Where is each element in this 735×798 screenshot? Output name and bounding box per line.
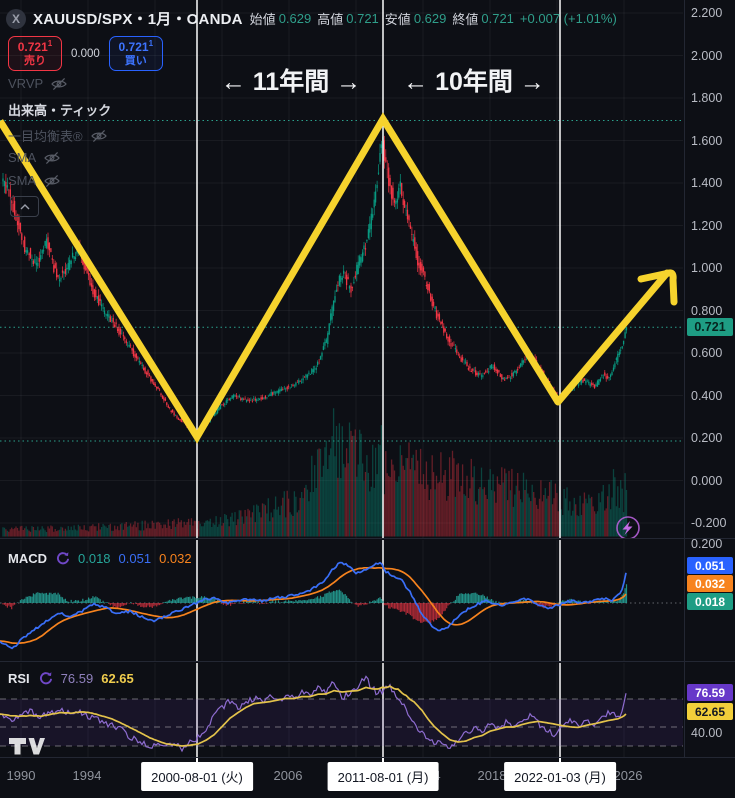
date-badge-tick [382, 758, 384, 763]
tradingview-logo[interactable] [9, 737, 45, 757]
price-axis-label: 0.600 [691, 346, 723, 360]
low-value: 0.629 [413, 11, 447, 26]
legend-volume[interactable]: 出来高・ティック [8, 103, 112, 118]
annotation-10-years[interactable]: ← 10年間 → [403, 68, 545, 96]
price-axis[interactable]: 0.721 0.200 0.051 0.032 0.018 76.59 62.6… [684, 0, 735, 758]
price-axis-label: 1.400 [691, 176, 723, 190]
price-axis-label: 1.600 [691, 133, 723, 148]
legend-ichimoku[interactable]: 一目均衡表® [8, 129, 83, 144]
macd-hist-badge: 0.018 [687, 593, 733, 610]
main-chart-pane[interactable] [0, 0, 735, 538]
price-axis-label: 2.000 [691, 48, 723, 63]
time-axis-label: 1994 [72, 768, 102, 783]
legend-collapse-button[interactable] [10, 196, 39, 217]
rsi-pane[interactable] [0, 663, 735, 757]
price-axis-label: 2.200 [691, 6, 723, 20]
change-value: +0.007 (+1.01%) [519, 11, 617, 26]
pane-separator[interactable] [0, 757, 735, 758]
current-price-badge: 0.721 [687, 318, 733, 336]
annotation-11-years[interactable]: ← 11年間 → [220, 68, 362, 96]
time-axis[interactable]: 19901994120064201820262000-08-01 (火)2011… [0, 758, 735, 798]
date-badge-tick [196, 758, 198, 763]
high-value: 0.721 [346, 11, 379, 26]
price-axis-label: 1.200 [691, 218, 723, 233]
projection-arrow [637, 269, 678, 306]
macd-title[interactable]: MACD [8, 551, 47, 566]
spread-value: 0.000 [71, 47, 100, 60]
open-value: 0.629 [278, 11, 312, 26]
time-axis-label: 2006 [273, 768, 303, 783]
date-badge-tick [559, 758, 561, 763]
sell-button[interactable]: 0.7211 売り [8, 36, 62, 71]
ohlc-readout: 始値 0.629 高値 0.721 安値 0.629 終値 0.721 +0.0… [250, 9, 617, 28]
rsi-line-value: 76.59 [60, 671, 94, 686]
rsi-ma-value: 62.65 [101, 671, 134, 686]
open-label: 始値 [249, 12, 276, 27]
rsi-axis-label: 40.00 [691, 726, 723, 740]
pane-separator[interactable] [0, 538, 735, 539]
price-axis-label: 0.200 [691, 431, 723, 445]
buy-button[interactable]: 0.7211 買い [108, 36, 163, 71]
symbol-logo[interactable]: X [6, 8, 26, 29]
price-axis-label: 0.400 [691, 388, 723, 403]
macd-signal-value: 0.032 [159, 551, 192, 566]
sync-icon[interactable] [55, 551, 70, 566]
rsi-value-badge: 76.59 [687, 684, 733, 701]
legend-vrvp[interactable]: VRVP [8, 76, 44, 91]
price-axis-label: 0.800 [691, 303, 723, 318]
pane-separator[interactable] [0, 661, 735, 662]
eye-slash-icon[interactable] [43, 151, 61, 165]
legend-sma-2[interactable]: SMA [8, 173, 37, 188]
macd-hist-value: 0.018 [78, 551, 111, 566]
time-axis-label: 2018 [477, 768, 507, 783]
sync-icon[interactable] [38, 671, 53, 686]
rsi-ma-badge: 62.65 [687, 703, 733, 720]
lightning-icon[interactable] [616, 516, 640, 538]
date-badge: 2000-08-01 (火) [141, 762, 253, 791]
symbol-title[interactable]: XAUUSD/SPX・1月・OANDA [33, 11, 243, 28]
price-axis-label: 0.000 [691, 473, 723, 488]
time-axis-label: 1990 [6, 768, 36, 783]
rsi-title[interactable]: RSI [8, 671, 30, 686]
date-badge: 2022-01-03 (月) [504, 762, 616, 791]
eye-slash-icon[interactable] [43, 174, 61, 188]
price-axis-label: 1.800 [691, 91, 723, 105]
time-axis-label: 2026 [613, 768, 643, 783]
close-label: 終値 [452, 12, 479, 27]
macd-pane[interactable] [0, 540, 735, 661]
high-label: 高値 [317, 12, 344, 27]
macd-value-badge: 0.051 [687, 557, 733, 574]
close-value: 0.721 [481, 11, 514, 26]
eye-slash-icon[interactable] [50, 77, 68, 91]
legend-sma-1[interactable]: SMA [8, 150, 37, 165]
macd-line-value: 0.051 [118, 551, 152, 566]
price-axis-label: -0.200 [691, 516, 727, 530]
date-badge: 2011-08-01 (月) [327, 762, 439, 791]
macd-axis-label: 0.200 [691, 537, 723, 551]
low-label: 安値 [384, 12, 411, 27]
eye-slash-icon[interactable] [90, 129, 108, 143]
macd-signal-badge: 0.032 [687, 575, 733, 592]
price-axis-label: 1.000 [691, 261, 723, 275]
